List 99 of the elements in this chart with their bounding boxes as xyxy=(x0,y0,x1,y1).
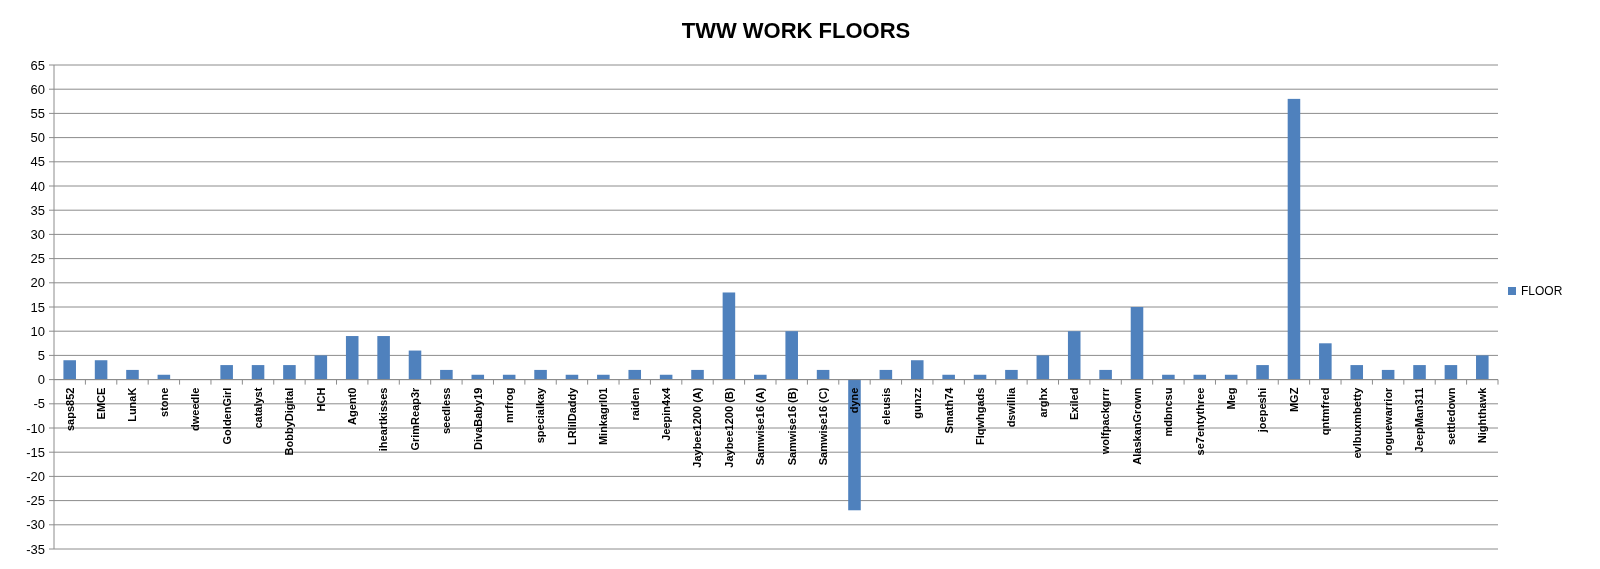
x-tick-label: qntmfred xyxy=(1319,387,1332,436)
bar xyxy=(910,360,924,380)
y-tick-label: 65 xyxy=(30,57,45,73)
x-tick-label: Exiled xyxy=(1068,387,1081,421)
y-tick-label: -20 xyxy=(26,468,45,484)
bar xyxy=(1099,369,1112,380)
y-tick-label: 20 xyxy=(30,275,45,291)
x-tick-label: eleusis xyxy=(879,387,892,425)
x-tick-label: wolfpackgrrr xyxy=(1099,386,1112,456)
x-tick-label: JeepMan311 xyxy=(1413,387,1426,453)
bar xyxy=(785,331,798,380)
y-tick-label: 25 xyxy=(30,251,45,267)
y-tick-label: -30 xyxy=(26,517,45,533)
y-tick-label: 5 xyxy=(37,347,45,363)
x-tick-label: HCH xyxy=(314,387,327,412)
x-tick-label: EMCE xyxy=(94,387,107,420)
y-tick-label: 60 xyxy=(30,81,45,97)
bar xyxy=(440,369,453,380)
y-tick-label: -15 xyxy=(26,444,45,460)
y-tick-label: 10 xyxy=(30,323,45,339)
bar xyxy=(1005,369,1018,380)
y-tick-label: 40 xyxy=(30,178,45,194)
bar xyxy=(63,360,76,380)
x-tick-label: Samwise16 (B) xyxy=(785,387,798,466)
x-tick-label: gunzz xyxy=(911,387,924,419)
bar xyxy=(1130,307,1144,380)
x-tick-label: se7entythree xyxy=(1193,387,1206,456)
x-tick-label: Nighthawk xyxy=(1476,386,1489,444)
x-tick-label: Smath74 xyxy=(942,386,955,434)
x-tick-label: LunaK xyxy=(126,387,139,422)
y-tick-label: 50 xyxy=(30,130,45,146)
legend-label: FLOOR xyxy=(1521,284,1563,299)
bar xyxy=(220,365,233,380)
x-tick-label: MGZ xyxy=(1287,387,1300,413)
x-tick-label: mrfrog xyxy=(503,387,516,424)
x-tick-label: Jeepin4x4 xyxy=(659,386,672,441)
x-tick-label: stone xyxy=(157,387,170,417)
x-tick-label: joepeshi xyxy=(1256,387,1269,434)
chart-title: TWW WORK FLOORS xyxy=(681,18,911,43)
y-tick-label: -10 xyxy=(26,420,45,436)
bar xyxy=(314,355,328,380)
x-tick-label: GoldenGirl xyxy=(220,387,233,445)
x-tick-label: arghx xyxy=(1036,386,1049,418)
x-tick-label: Minkagrl01 xyxy=(597,387,610,446)
y-tick-label: -25 xyxy=(26,493,45,509)
x-tick-label: LRlilDaddy xyxy=(565,386,578,446)
x-tick-label: specialkay xyxy=(534,386,547,444)
bar xyxy=(628,369,642,380)
y-tick-label: 35 xyxy=(30,202,45,218)
x-tick-label: mdbncsu xyxy=(1162,387,1175,437)
x-tick-label: evlbuxmbetty xyxy=(1350,386,1363,459)
x-tick-label: Meg xyxy=(1225,387,1238,410)
bar xyxy=(1067,331,1081,380)
x-tick-label: Flqwhgads xyxy=(973,387,986,446)
x-tick-label: Samwise16 (A) xyxy=(754,387,767,466)
x-tick-label: Jaybee1200 (B) xyxy=(722,387,735,468)
bar xyxy=(345,336,359,380)
bar xyxy=(1256,365,1269,380)
x-tick-label: seedless xyxy=(440,387,453,435)
x-tick-label: BobbyDigital xyxy=(283,387,296,456)
bar xyxy=(1476,355,1489,380)
x-tick-label: saps852 xyxy=(63,387,76,432)
y-tick-label: -35 xyxy=(26,541,45,557)
bar xyxy=(251,365,265,380)
x-tick-label: dswillia xyxy=(1005,386,1018,428)
bar xyxy=(1350,365,1364,380)
x-tick-label: GrimReap3r xyxy=(408,386,421,451)
y-tick-label: 0 xyxy=(37,372,45,388)
bar xyxy=(1036,355,1050,380)
x-tick-label: catalyst xyxy=(251,387,264,429)
bar xyxy=(722,292,736,380)
x-tick-label: Samwise16 (C) xyxy=(816,387,829,466)
y-tick-label: 55 xyxy=(30,105,45,121)
y-tick-label: 30 xyxy=(30,226,45,242)
bar xyxy=(848,379,861,511)
x-tick-label: raiden xyxy=(628,387,641,421)
bar xyxy=(534,369,547,380)
bar xyxy=(126,369,139,380)
bar xyxy=(377,336,390,380)
bar xyxy=(1287,98,1301,380)
x-tick-label: iheartkisses xyxy=(377,387,390,452)
bar xyxy=(94,360,108,380)
x-tick-label: Agent0 xyxy=(346,387,359,425)
bar xyxy=(408,350,422,380)
bar xyxy=(1319,343,1332,380)
bar xyxy=(1444,365,1458,380)
x-tick-label: roguewarrior xyxy=(1381,386,1394,456)
x-tick-label: settledown xyxy=(1444,387,1457,446)
bar xyxy=(691,369,704,380)
bar xyxy=(1413,365,1426,380)
y-tick-label: 15 xyxy=(30,299,45,315)
y-tick-label: 45 xyxy=(30,154,45,170)
y-tick-label: -5 xyxy=(33,396,45,412)
x-tick-label: dweedle xyxy=(189,387,202,432)
x-tick-label: dyne xyxy=(848,387,861,414)
x-tick-label: DivaBaby19 xyxy=(471,387,484,450)
x-tick-label: AlaskanGrown xyxy=(1130,387,1143,465)
bar xyxy=(283,365,296,380)
x-tick-label: Jaybee1200 (A) xyxy=(691,387,704,468)
